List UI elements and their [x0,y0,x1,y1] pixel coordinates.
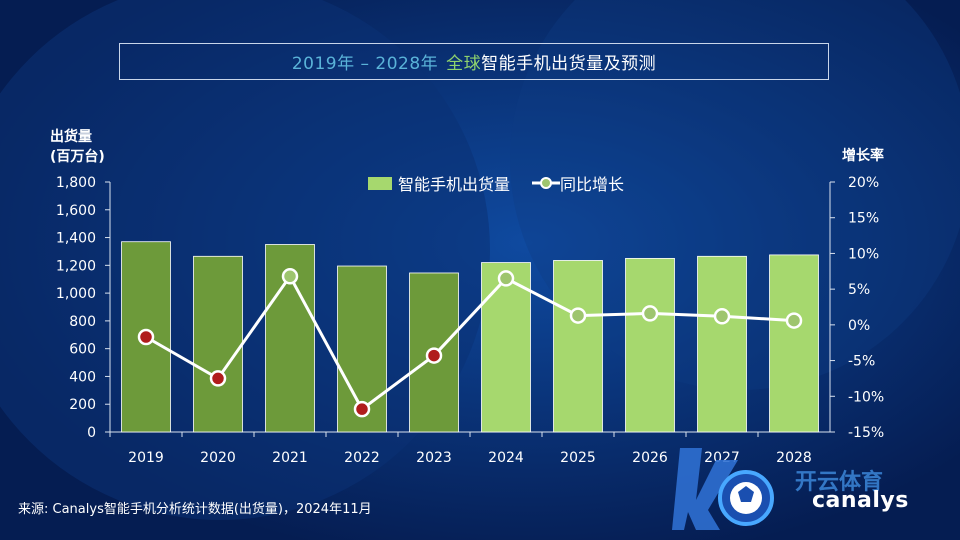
legend-bar-label: 智能手机出货量 [398,175,511,194]
y-left-tick-label: 0 [87,425,96,441]
y-right-tick-label: 5% [848,282,870,298]
y-left-tick-label: 1,600 [56,203,96,219]
growth-point-2021 [281,268,299,285]
x-tick-label-2019: 2019 [128,450,164,466]
x-tick-label-2024: 2024 [488,450,524,466]
y-left-tick-label: 200 [69,397,96,413]
chart-title: 2019年 – 2028年 全球 智能手机出货量及预测 [119,43,829,80]
growth-point-2027 [713,308,731,325]
watermark-logo-icon [672,448,774,530]
y-left-tick-label: 800 [69,314,96,330]
y-right-tick-label: -15% [848,425,884,441]
growth-point-2024 [497,270,515,287]
title-years: 2019年 – 2028年 [291,54,439,74]
y-left-tick-label: 1,200 [56,258,96,274]
y-left-tick-label: 1,000 [56,286,96,302]
x-tick-label-2025: 2025 [560,450,596,466]
x-tick-label-2020: 2020 [200,450,236,466]
bar-2027 [697,255,747,433]
title-main: 智能手机出货量及预测 [481,54,657,74]
growth-point-2028 [785,312,803,329]
y-axis-left-title-line1: 出货量 [50,129,92,145]
y-right-tick-label: 20% [848,175,879,191]
bar-2020 [193,255,243,433]
x-tick-label-2021: 2021 [272,450,308,466]
growth-line [145,273,795,412]
x-tick-label-2022: 2022 [344,450,380,466]
legend: 智能手机出货量 同比增长 [368,171,624,195]
y-right-tick-label: -10% [848,389,884,405]
y-left-tick-label: 1,800 [56,175,96,191]
y-right-tick-label: -5% [848,354,875,370]
legend-bar-swatch [368,176,392,190]
y-left-tick-label: 600 [69,342,96,358]
growth-point-2022 [353,400,371,418]
y-axis-right-title: 增长率 [842,148,884,164]
growth-point-2023 [425,347,443,364]
watermark-text: 开云体育 [795,470,884,495]
y-right-tick-label: 10% [848,246,879,262]
y-right-tick-label: 0% [848,318,870,334]
canalys-logo: canalys [812,488,909,513]
growth-point-2026 [641,305,659,322]
title-global: 全球 [446,54,482,74]
growth-point-2025 [569,307,587,324]
bar-2028 [769,254,819,433]
legend-line-label: 同比增长 [560,175,625,194]
x-tick-label-2023: 2023 [416,450,452,466]
y-axis-left-title: 出货量 (百万台) [50,127,105,167]
bar-2025 [553,260,603,433]
x-tick-label-2028: 2028 [776,450,812,466]
growth-point-2020 [209,370,227,387]
y-left-tick-label: 1,400 [56,231,96,247]
bar-2026 [625,257,675,433]
growth-point-2019 [137,328,155,346]
legend-line-swatch [532,177,561,189]
y-left-tick-label: 400 [69,369,96,385]
x-tick-label-2026: 2026 [632,450,668,466]
y-axis-left-title-line2: (百万台) [50,149,105,165]
bar-2024 [481,262,531,433]
y-right-tick-label: 15% [848,211,879,227]
source-note: 来源: Canalys智能手机分析统计数据(出货量)，2024年11月 [18,502,372,517]
